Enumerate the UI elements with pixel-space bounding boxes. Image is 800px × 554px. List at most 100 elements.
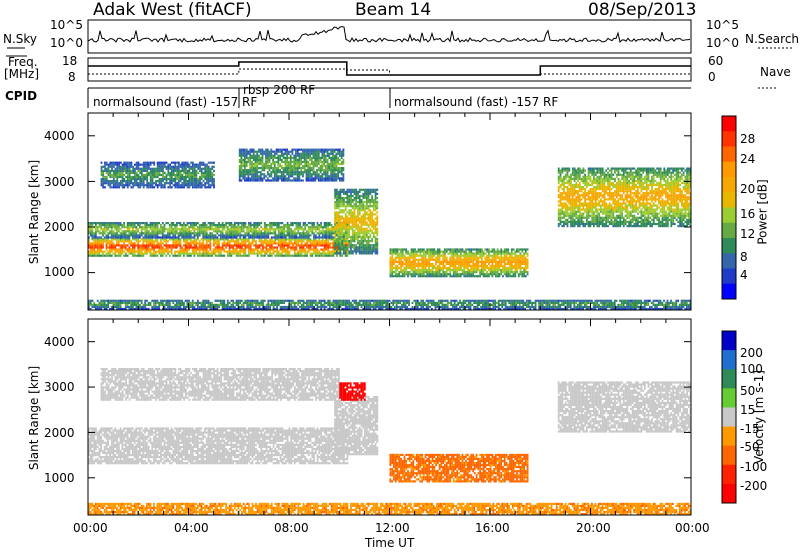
power-colorbar-segment: [722, 177, 736, 193]
power-ytick-1000: 1000: [44, 265, 75, 279]
beam-title: Beam 14: [355, 0, 432, 20]
vel-cb-tick-m50: -50: [740, 440, 760, 454]
power-colorbar-segment: [722, 238, 736, 254]
power-cb-label: Power [dB]: [755, 179, 770, 245]
power-echo-region-0: [88, 238, 349, 257]
power-colorbar-segment: [722, 283, 736, 300]
velocity-colorbar-segment: [722, 331, 736, 351]
velocity-colorbar: [722, 331, 736, 504]
power-ytick-2000: 2000: [44, 220, 75, 234]
cpid-segment-2: rbsp 200 RF: [243, 83, 316, 97]
vel-cb-tick-m200: -200: [740, 479, 768, 493]
power-ytick-4000: 4000: [44, 129, 75, 143]
power-colorbar-frame: [721, 115, 737, 300]
power-colorbar-segment: [722, 161, 736, 178]
freq-tick-high: 18: [62, 54, 78, 68]
cpid-segment-3: normalsound (fast) -157 RF: [394, 95, 559, 109]
xtick-2400: 00:00: [675, 521, 710, 535]
nsky-label: N.Sky: [3, 32, 38, 46]
power-cb-tick-20: 20: [740, 182, 756, 196]
xtick-1200: 12:00: [375, 521, 410, 535]
velocity-echo-region-2: [334, 395, 379, 456]
velocity-colorbar-segment: [722, 445, 736, 466]
xtick-0000: 00:00: [73, 521, 108, 535]
power-colorbar-segment: [722, 268, 736, 285]
freq-tick-low: 8: [68, 70, 76, 84]
xtick-0800: 08:00: [274, 521, 309, 535]
nsky-panel: [87, 19, 692, 54]
power-echo-region-7: [88, 299, 692, 311]
date-title: 08/Sep/2013: [588, 0, 697, 20]
nsearch-tick-low: 10^0: [706, 36, 739, 50]
power-cb-tick-24: 24: [740, 152, 756, 166]
power-cb-tick-28: 28: [740, 132, 756, 146]
vel-ytick-4000: 4000: [44, 335, 75, 349]
velocity-heatmap-panel: [88, 368, 692, 516]
power-ylabel: Slant Range [km]: [27, 159, 42, 265]
velocity-echo-region-1: [100, 368, 340, 401]
power-ytick-3000: 3000: [44, 175, 75, 189]
axis-ticks: [87, 113, 692, 515]
power-cb-tick-4: 4: [740, 268, 748, 282]
nave-tick-high: 60: [708, 54, 724, 68]
nsky-tick-high: 10^5: [50, 18, 83, 32]
velocity-colorbar-segment: [722, 350, 736, 370]
power-echo-region-2: [100, 161, 215, 189]
power-colorbar-segment: [722, 116, 736, 132]
nsearch-tick-high: 10^5: [706, 18, 739, 32]
power-cb-tick-12: 12: [740, 227, 756, 241]
power-colorbar-segment: [722, 192, 736, 208]
velocity-colorbar-segment: [722, 483, 736, 504]
vel-cb-tick-m100: -100: [740, 460, 768, 474]
velocity-colorbar-segment: [722, 407, 736, 428]
nave-trace: [88, 68, 691, 76]
velocity-echo-region-0: [88, 427, 349, 465]
nave-tick-low: 0: [708, 70, 716, 84]
power-colorbar-segment: [722, 253, 736, 269]
vel-cb-tick-100: 100: [740, 362, 763, 376]
power-echo-region-1: [88, 222, 349, 239]
power-heatmap-panel: [88, 148, 692, 311]
velocity-echo-region-5: [557, 381, 692, 433]
velocity-colorbar-segment: [722, 426, 736, 447]
vel-cb-tick-200: 200: [740, 346, 763, 360]
velocity-colorbar-segment: [722, 369, 736, 389]
nsky-trace: [87, 26, 691, 43]
power-echo-region-5: [389, 248, 529, 278]
freq-unit: [MHz]: [4, 67, 40, 81]
nsky-tick-low: 10^0: [50, 36, 83, 50]
xtick-1600: 16:00: [475, 521, 510, 535]
vel-cb-tick-50: 50: [740, 384, 756, 398]
nsearch-label: N.Search: [745, 32, 800, 46]
velocity-ylabel: Slant Range [km]: [27, 365, 42, 471]
velocity-cb-label: Velocity [m s-1]: [751, 370, 766, 464]
xtick-2000: 20:00: [576, 521, 611, 535]
freq-panel: [87, 57, 692, 82]
power-colorbar: [722, 116, 736, 300]
velocity-colorbar-segment: [722, 464, 736, 485]
power-colorbar-segment: [722, 222, 736, 239]
cpid-label: CPID: [5, 89, 38, 103]
freq-label: Freq.: [8, 55, 38, 69]
velocity-echo-region-4: [389, 453, 529, 483]
vel-cb-tick-m15: -15: [740, 422, 760, 436]
velocity-echo-region-6: [88, 502, 692, 516]
power-cb-tick-8: 8: [740, 250, 748, 264]
power-colorbar-segment: [722, 131, 736, 147]
nave-label: Nave: [760, 65, 791, 79]
velocity-colorbar-frame: [721, 330, 737, 504]
power-colorbar-segment: [722, 146, 736, 163]
freq-trace: [88, 61, 691, 76]
velocity-echo-region-3: [339, 382, 366, 401]
xtick-0400: 04:00: [174, 521, 209, 535]
velocity-colorbar-segment: [722, 388, 736, 408]
vel-ytick-3000: 3000: [44, 380, 75, 394]
vel-ytick-1000: 1000: [44, 471, 75, 485]
vel-ytick-2000: 2000: [44, 426, 75, 440]
power-cb-tick-16: 16: [740, 207, 756, 221]
vel-cb-tick-15: 15: [740, 403, 756, 417]
radar-title: Adak West (fitACF): [93, 0, 252, 20]
power-colorbar-segment: [722, 207, 736, 224]
xlabel: Time UT: [365, 536, 415, 550]
